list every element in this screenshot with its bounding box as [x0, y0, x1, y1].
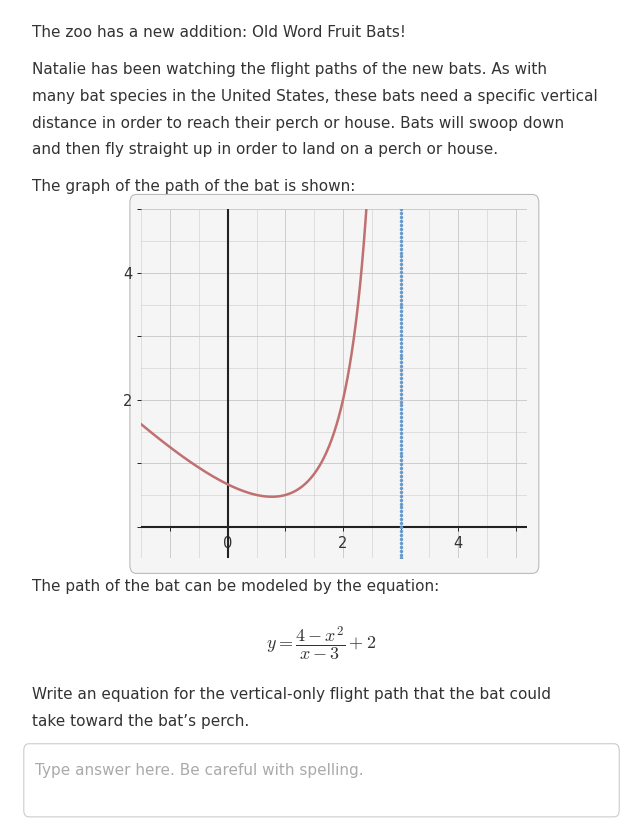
Text: The graph of the path of the bat is shown:: The graph of the path of the bat is show… [32, 179, 356, 194]
Text: The path of the bat can be modeled by the equation:: The path of the bat can be modeled by th… [32, 579, 439, 594]
FancyBboxPatch shape [24, 744, 619, 817]
Text: and then fly straight up in order to land on a perch or house.: and then fly straight up in order to lan… [32, 142, 498, 157]
Text: Write an equation for the vertical-only flight path that the bat could: Write an equation for the vertical-only … [32, 687, 551, 702]
Text: take toward the bat’s perch.: take toward the bat’s perch. [32, 714, 249, 729]
Text: The zoo has a new addition: Old Word Fruit Bats!: The zoo has a new addition: Old Word Fru… [32, 25, 406, 40]
FancyBboxPatch shape [130, 194, 539, 573]
Text: Natalie has been watching the flight paths of the new bats. As with: Natalie has been watching the flight pat… [32, 62, 547, 77]
Text: $y = \dfrac{4 - x^2}{x - 3} + 2$: $y = \dfrac{4 - x^2}{x - 3} + 2$ [266, 625, 377, 663]
Text: distance in order to reach their perch or house. Bats will swoop down: distance in order to reach their perch o… [32, 116, 565, 130]
Text: many bat species in the United States, these bats need a specific vertical: many bat species in the United States, t… [32, 89, 598, 104]
Text: Type answer here. Be careful with spelling.: Type answer here. Be careful with spelli… [35, 763, 364, 778]
